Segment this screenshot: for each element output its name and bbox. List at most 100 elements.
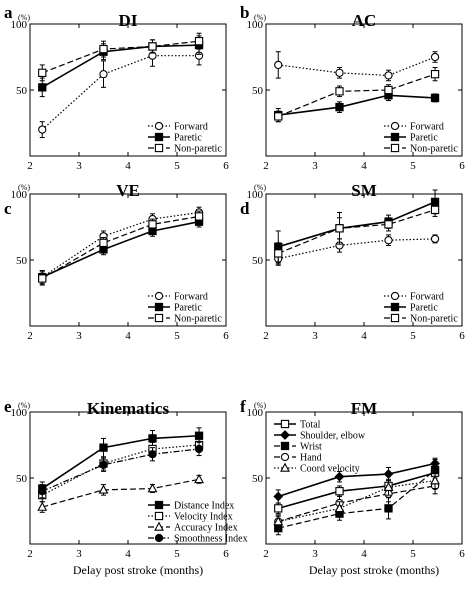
y-tick-label: 50: [252, 473, 264, 485]
y-tick-label: 50: [252, 85, 264, 97]
x-tick-label: 4: [125, 160, 131, 172]
y-tick-label: 100: [247, 407, 264, 419]
y-unit-label: (%): [254, 183, 266, 192]
data-point: [384, 71, 393, 80]
data-point: [273, 516, 284, 526]
data-point: [384, 236, 393, 245]
legend-label: Non-paretic: [410, 314, 458, 325]
x-tick-label: 4: [125, 330, 131, 342]
panel-letter: e: [4, 397, 12, 416]
legend-label: Hand: [300, 453, 322, 464]
legend-marker: [280, 452, 290, 462]
data-point: [98, 484, 109, 494]
legend-marker: [154, 121, 164, 131]
series-line: [278, 485, 436, 523]
x-tick-label: 6: [459, 160, 465, 172]
data-point: [37, 501, 48, 511]
legend-marker: [390, 143, 400, 153]
legend-marker: [390, 302, 400, 312]
series-non-paretic: [38, 32, 204, 82]
x-tick-label: 2: [27, 548, 33, 560]
x-tick-label: 4: [361, 548, 367, 560]
legend-marker: [154, 313, 164, 323]
legend-label: Non-paretic: [174, 314, 222, 325]
x-tick-label: 4: [361, 160, 367, 172]
data-point: [430, 205, 440, 214]
legend-label: Accuracy Index: [174, 523, 238, 534]
data-point: [99, 443, 108, 452]
panel-title: SM: [351, 181, 377, 200]
legend-label: Coord velocity: [300, 464, 360, 475]
legend-label: Forward: [410, 122, 444, 133]
data-point: [38, 83, 47, 92]
series-line: [278, 462, 436, 498]
data-point: [38, 68, 47, 77]
series-line: [278, 73, 436, 117]
legend-label: Shoulder, elbow: [300, 431, 366, 442]
legend-marker: [390, 121, 400, 131]
x-tick-label: 6: [459, 548, 465, 560]
y-tick-label: 50: [16, 85, 28, 97]
legend-label: Forward: [174, 122, 208, 133]
legend-label: Distance Index: [174, 501, 234, 512]
panel-letter: d: [240, 199, 250, 218]
data-point: [274, 112, 283, 121]
series-shoulder-elbow: [273, 457, 440, 504]
data-point: [335, 103, 344, 112]
data-point: [430, 234, 440, 244]
data-point: [38, 274, 47, 283]
series-line: [42, 40, 200, 74]
x-tick-label: 6: [223, 548, 229, 560]
x-tick-label: 2: [263, 160, 269, 172]
data-point: [430, 475, 440, 485]
legend-marker: [154, 132, 164, 142]
data-point: [384, 220, 393, 229]
y-unit-label: (%): [254, 401, 266, 410]
data-point: [335, 487, 344, 496]
data-point: [147, 483, 158, 493]
data-point: [335, 224, 344, 233]
panel-c: c VE (%) 2 3 4 5 6 50 100 ForwardPareticNon-pareti…: [4, 181, 229, 342]
legend-marker: [280, 419, 290, 429]
x-tick-label: 2: [263, 330, 269, 342]
y-tick-label: 100: [11, 19, 28, 31]
data-point: [148, 42, 157, 51]
panel-title: FM: [351, 399, 377, 418]
legend-marker: [154, 500, 164, 510]
data-point: [430, 93, 440, 103]
y-tick-label: 50: [16, 473, 28, 485]
data-point: [194, 212, 204, 221]
x-tick-label: 5: [174, 548, 180, 560]
x-tick-label: 3: [76, 330, 82, 342]
series-line: [278, 471, 436, 510]
y-unit-label: (%): [18, 13, 30, 22]
panel-letter: f: [240, 397, 246, 416]
y-unit-label: (%): [254, 13, 266, 22]
panel-d: d SM (%) 2 3 4 5 6 50 100 ForwardPareticNon-pareti…: [240, 181, 465, 342]
panel-letter: c: [4, 199, 12, 218]
x-tick-label: 3: [312, 160, 318, 172]
legend-marker: [154, 533, 164, 543]
series-line: [278, 238, 436, 260]
series-forward: [274, 234, 440, 266]
data-point: [334, 503, 345, 513]
data-point: [194, 444, 204, 454]
x-tick-label: 5: [410, 548, 416, 560]
series-line: [41, 55, 200, 131]
legend-label: Paretic: [174, 303, 202, 314]
x-tick-label: 5: [410, 330, 416, 342]
series-forward: [274, 51, 440, 82]
series-accuracy-index: [37, 473, 204, 513]
series-line: [41, 434, 200, 490]
data-point: [335, 87, 344, 96]
y-tick-label: 100: [247, 19, 264, 31]
panel-title: AC: [352, 11, 377, 30]
data-point: [194, 473, 204, 484]
panel-letter: a: [4, 3, 13, 22]
